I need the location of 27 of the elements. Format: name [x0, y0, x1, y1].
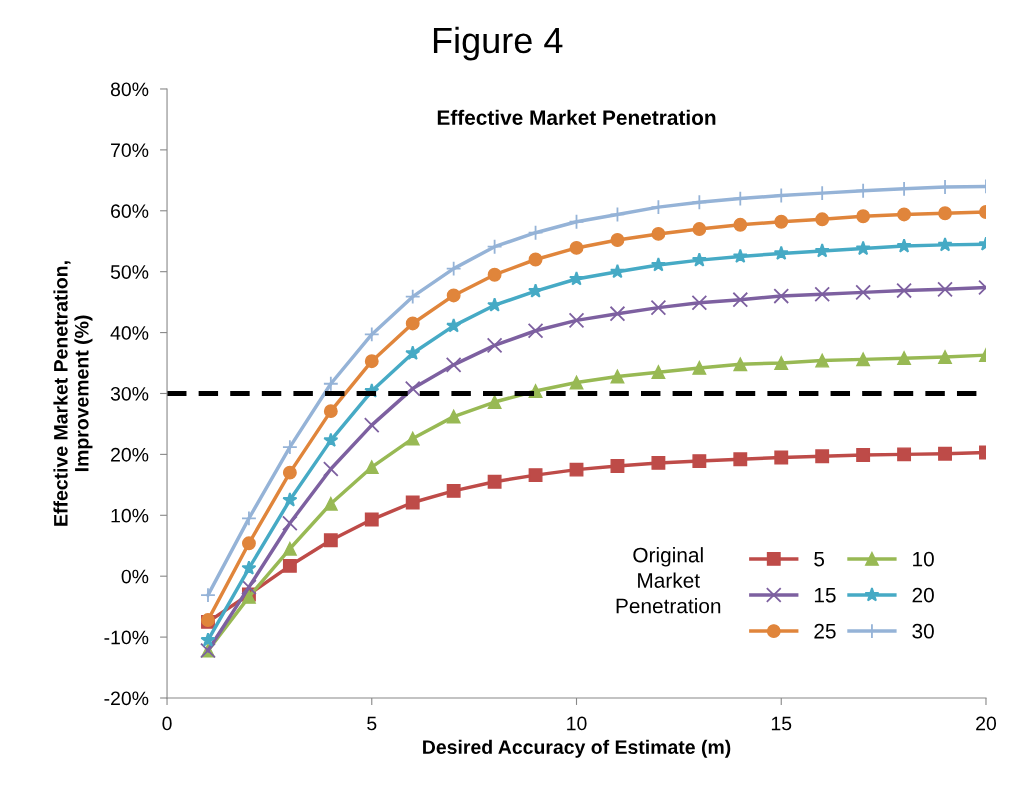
legend-label: 10: [913, 551, 934, 567]
y-tick-label: 30%: [110, 386, 149, 401]
x-tick-label: 15: [771, 716, 792, 731]
x-axis-title: Desired Accuracy of Estimate (m): [423, 739, 731, 758]
y-tick-label: -20%: [104, 691, 149, 706]
y-tick-label: 40%: [110, 326, 149, 340]
y-tick-label: 10%: [111, 508, 149, 523]
y-tick-label: 50%: [110, 265, 149, 279]
y-tick-label: 80%: [110, 82, 149, 97]
legend-label: 5: [814, 551, 825, 567]
legend-title: Original Market Penetration: [616, 547, 721, 614]
y-tick-label: 70%: [111, 143, 149, 158]
legend-label: 20: [912, 587, 934, 603]
y-tick-label: 60%: [111, 204, 149, 219]
legend-label: 30: [912, 623, 934, 639]
x-tick-label: 0: [162, 716, 172, 731]
x-tick-label: 20: [976, 716, 997, 731]
x-tick-label: 10: [567, 716, 587, 731]
text: Effective Market Penetration: [437, 109, 716, 126]
x-tick-label: 5: [367, 716, 377, 731]
chart-title: Figure 4: [433, 26, 563, 61]
legend-label: 15: [814, 587, 836, 603]
y-tick-label: 20%: [111, 447, 149, 462]
y-tick-label: 0%: [121, 569, 149, 584]
legend-label: 25: [814, 623, 836, 639]
y-axis-title: Effective Market Penetration, Improvement (%): [53, 261, 93, 526]
y-tick-label: -10%: [104, 630, 149, 645]
